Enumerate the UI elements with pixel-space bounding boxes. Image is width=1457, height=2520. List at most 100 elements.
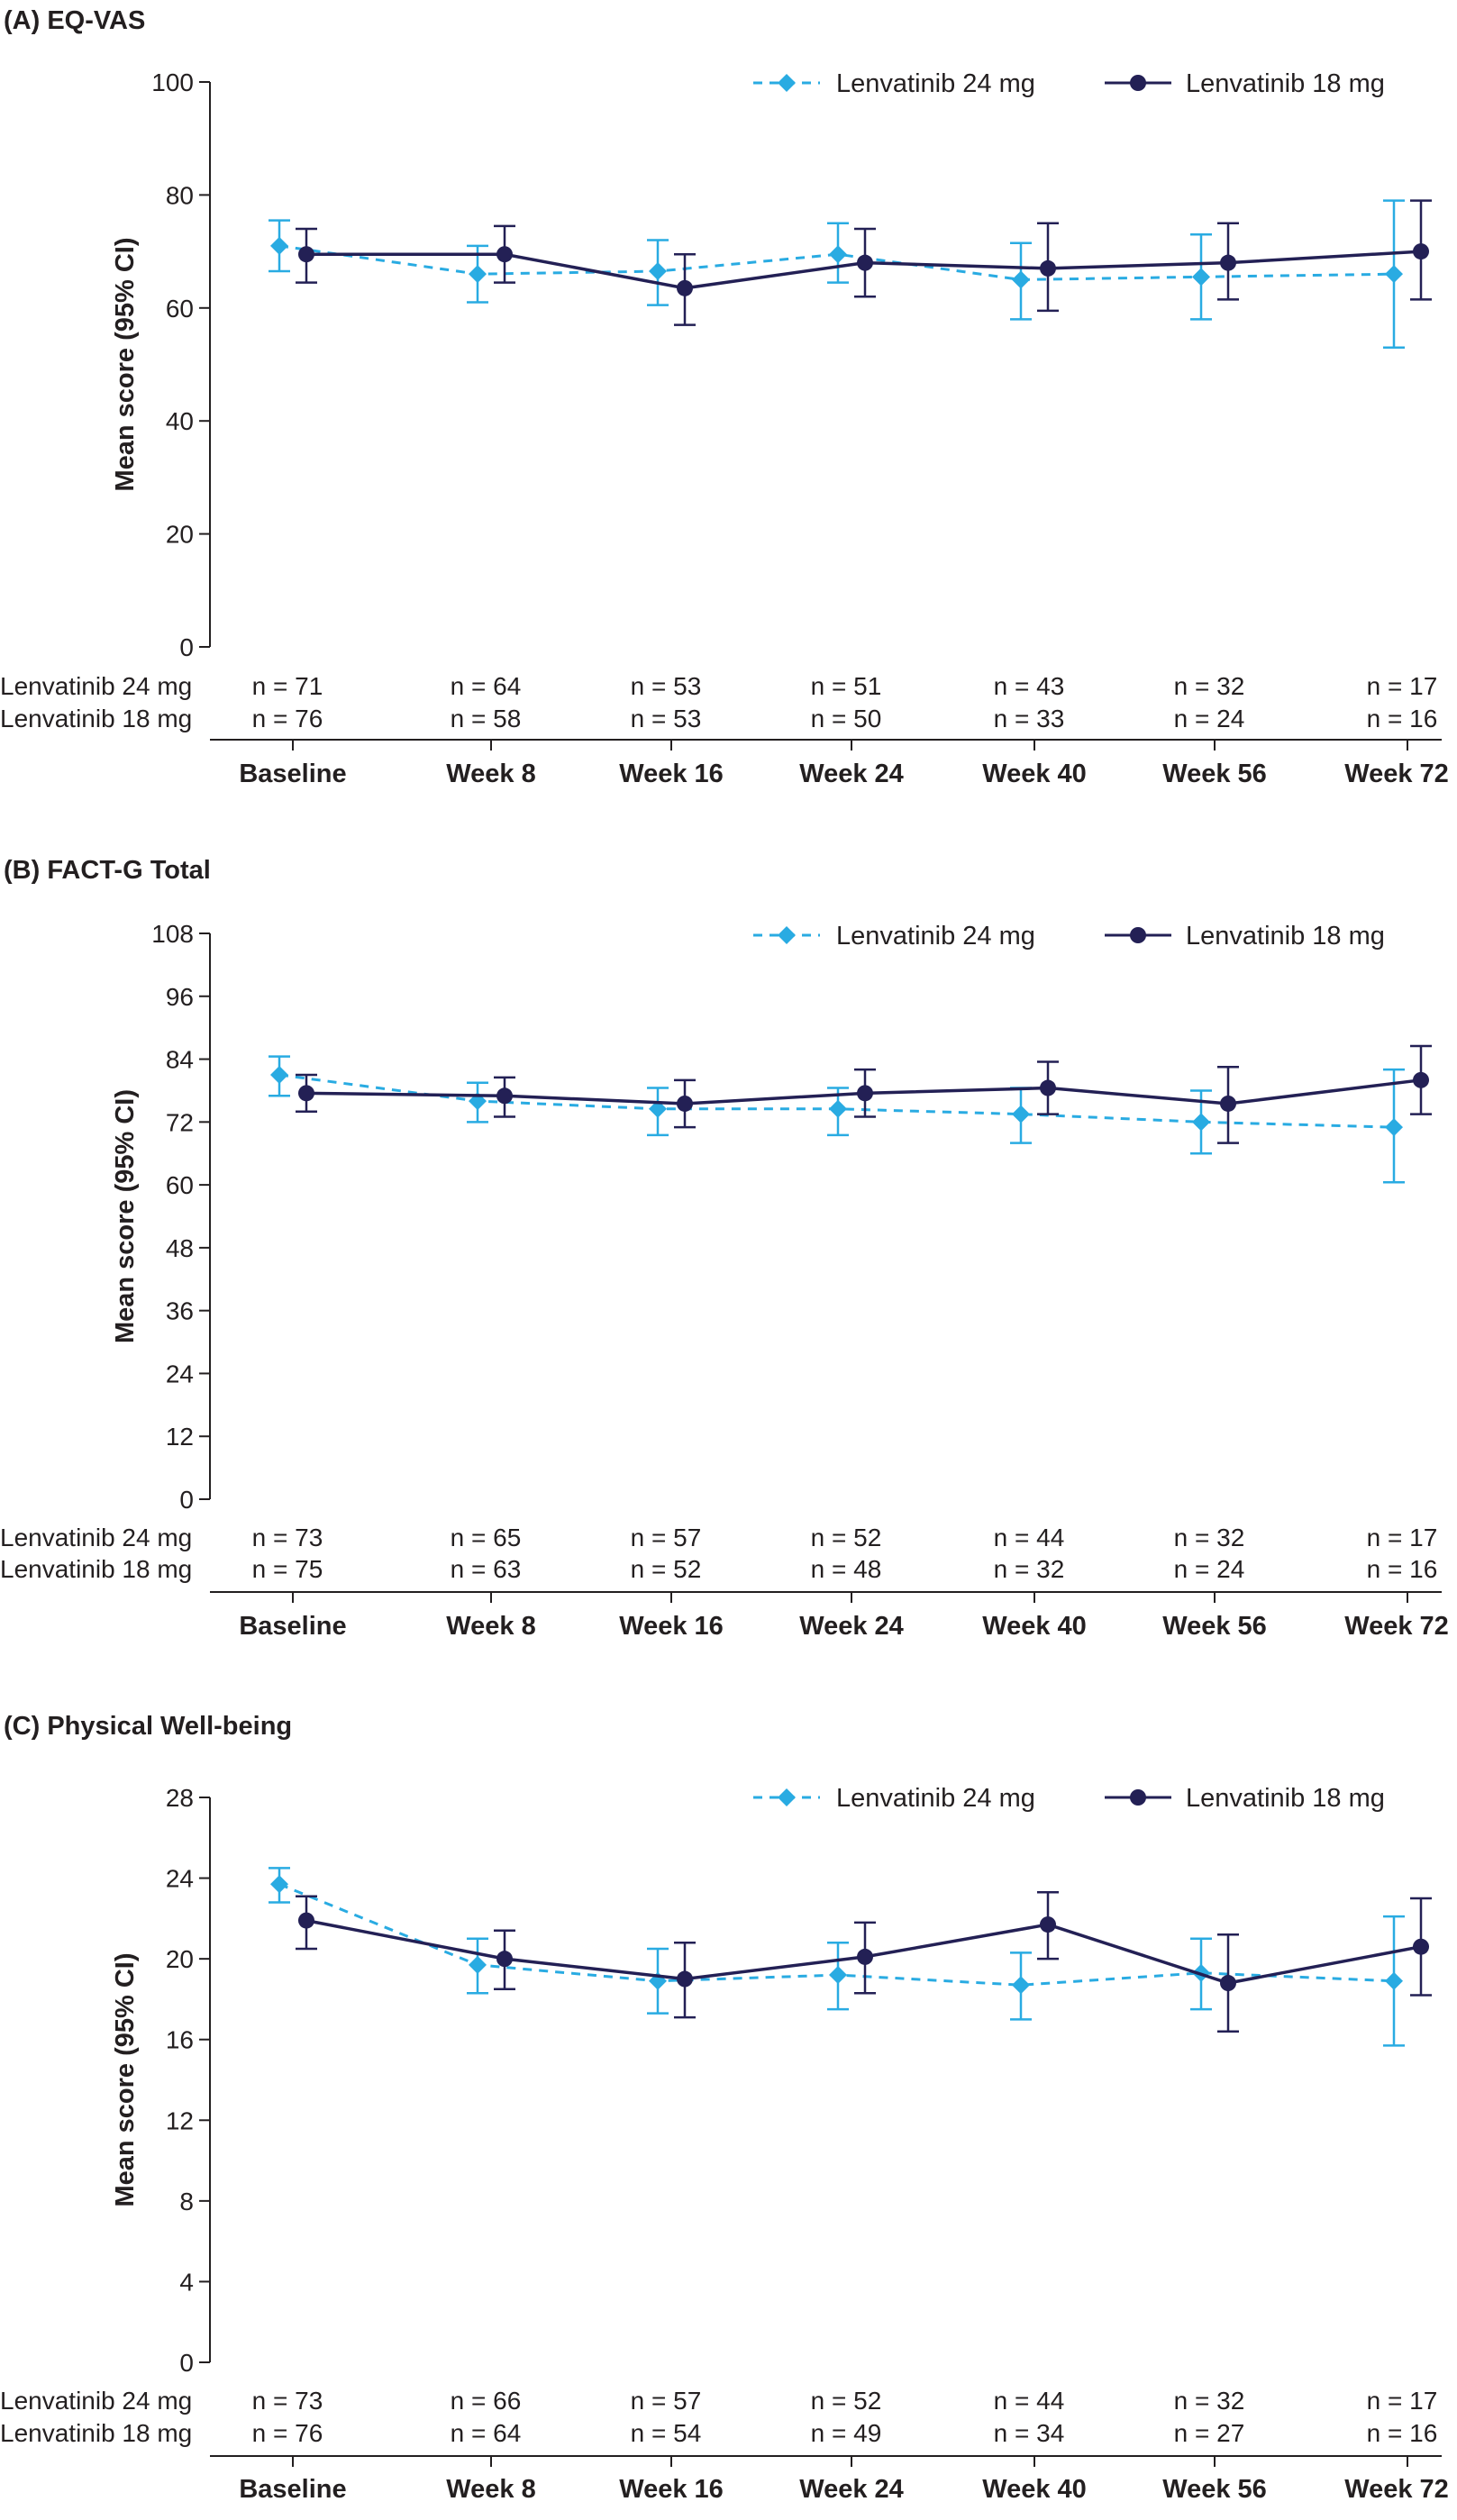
data-point-24mg <box>270 1066 288 1084</box>
n-count: n = 65 <box>451 1524 522 1551</box>
n-count: n = 44 <box>994 2387 1065 2415</box>
n-count: n = 48 <box>811 1555 882 1583</box>
y-tick-label: 60 <box>166 295 194 323</box>
x-tick-label: Week 72 <box>1344 2475 1449 2504</box>
y-tick-label: 80 <box>166 181 194 209</box>
data-point-18mg <box>677 1095 693 1112</box>
x-tick-label: Week 8 <box>446 760 535 788</box>
n-count: n = 17 <box>1367 672 1438 700</box>
legend-marker-18mg <box>1130 1789 1146 1806</box>
x-tick-label: Week 40 <box>982 2475 1087 2504</box>
n-count: n = 24 <box>1174 1555 1245 1583</box>
panel-1: (B) FACT-G Total 0 12 24 36 48 60 72 84 96 108 Mean… <box>0 856 1449 1641</box>
x-tick-label: Week 56 <box>1162 760 1267 788</box>
data-point-18mg <box>496 1087 513 1105</box>
n-count: n = 34 <box>994 2419 1065 2447</box>
y-tick-label: 20 <box>166 521 194 549</box>
n-count: n = 52 <box>811 1524 882 1551</box>
data-point-18mg <box>857 254 873 271</box>
n-count: n = 76 <box>252 705 323 732</box>
n-row-label: Lenvatinib 24 mg <box>0 2387 192 2415</box>
legend-marker-24mg <box>778 926 796 944</box>
n-count: n = 51 <box>811 672 882 700</box>
n-row-label: Lenvatinib 18 mg <box>0 1555 192 1583</box>
legend-label-24mg: Lenvatinib 24 mg <box>836 1784 1035 1813</box>
n-count: n = 76 <box>252 2419 323 2447</box>
n-count: n = 64 <box>451 2419 522 2447</box>
series-18mg <box>296 1890 1432 2033</box>
n-count: n = 58 <box>451 705 522 732</box>
data-point-18mg <box>1040 1079 1056 1096</box>
legend-marker-18mg <box>1130 75 1146 91</box>
n-count: n = 16 <box>1367 705 1438 732</box>
n-row-label: Lenvatinib 18 mg <box>0 705 192 732</box>
x-tick-label: Week 8 <box>446 1612 535 1641</box>
data-point-24mg <box>1385 265 1403 284</box>
x-tick-label: Week 40 <box>982 760 1087 788</box>
y-tick-label: 0 <box>179 2349 194 2377</box>
y-tick-label: 20 <box>166 1945 194 1973</box>
n-row-label: Lenvatinib 24 mg <box>0 672 192 700</box>
n-row-label: Lenvatinib 24 mg <box>0 1524 192 1551</box>
n-count: n = 73 <box>252 2387 323 2415</box>
n-count: n = 52 <box>811 2387 882 2415</box>
legend-label-24mg: Lenvatinib 24 mg <box>836 922 1035 951</box>
x-tick-label: Week 16 <box>619 1612 724 1641</box>
data-point-18mg <box>496 1951 513 1968</box>
data-point-24mg <box>1192 268 1210 287</box>
data-point-18mg <box>1040 259 1056 277</box>
x-tick-label: Week 24 <box>799 2475 904 2504</box>
y-axis-label: Mean score (95% CI) <box>111 1089 140 1343</box>
y-tick-label: 40 <box>166 407 194 435</box>
y-tick-label: 12 <box>166 1423 194 1451</box>
panel-title: (A) EQ-VAS <box>4 6 145 35</box>
data-point-18mg <box>496 246 513 263</box>
y-tick-label: 60 <box>166 1171 194 1199</box>
data-point-24mg <box>469 1955 487 1974</box>
data-point-24mg <box>829 1099 847 1118</box>
data-point-24mg <box>1385 1971 1403 1990</box>
n-count: n = 24 <box>1174 705 1245 732</box>
data-point-24mg <box>1012 270 1030 289</box>
n-count: n = 75 <box>252 1555 323 1583</box>
x-tick-label: Week 16 <box>619 2475 724 2504</box>
series-24mg <box>269 199 1405 349</box>
x-tick-label: Week 24 <box>799 1612 904 1641</box>
y-axis-label: Mean score (95% CI) <box>111 237 140 491</box>
legend: Lenvatinib 24 mg Lenvatinib 18 mg <box>753 922 1385 951</box>
x-tick-label: Baseline <box>239 760 346 788</box>
data-point-24mg <box>1012 1105 1030 1124</box>
n-count: n = 63 <box>451 1555 522 1583</box>
panel-title: (B) FACT-G Total <box>4 856 211 885</box>
legend: Lenvatinib 24 mg Lenvatinib 18 mg <box>753 1784 1385 1813</box>
data-point-18mg <box>1413 243 1429 260</box>
y-tick-label: 16 <box>166 2026 194 2054</box>
y-tick-label: 72 <box>166 1108 194 1136</box>
x-tick-label: Week 72 <box>1344 1612 1449 1641</box>
n-count: n = 32 <box>1174 2387 1245 2415</box>
data-point-24mg <box>469 265 487 284</box>
data-point-24mg <box>270 1875 288 1894</box>
y-tick-label: 108 <box>151 920 194 948</box>
n-count: n = 57 <box>631 1524 702 1551</box>
legend-label-18mg: Lenvatinib 18 mg <box>1186 922 1385 951</box>
n-count: n = 57 <box>631 2387 702 2415</box>
panel-0: (A) EQ-VAS 0 20 40 60 80 100 Mean score (95% CI… <box>0 6 1449 788</box>
x-tick-label: Week 56 <box>1162 1612 1267 1641</box>
y-axis-label: Mean score (95% CI) <box>111 1952 140 2206</box>
legend-marker-24mg <box>778 1788 796 1806</box>
data-point-24mg <box>649 1099 667 1118</box>
n-count: n = 50 <box>811 705 882 732</box>
y-tick-label: 96 <box>166 983 194 1011</box>
data-point-18mg <box>1040 1916 1056 1933</box>
x-tick-label: Week 24 <box>799 760 904 788</box>
data-point-18mg <box>857 1948 873 1965</box>
series-18mg <box>296 199 1432 326</box>
x-tick-label: Week 72 <box>1344 760 1449 788</box>
n-count: n = 44 <box>994 1524 1065 1551</box>
y-tick-label: 28 <box>166 1784 194 1812</box>
n-count: n = 32 <box>1174 672 1245 700</box>
data-point-18mg <box>1413 1938 1429 1955</box>
n-count: n = 71 <box>252 672 323 700</box>
data-point-18mg <box>857 1085 873 1102</box>
